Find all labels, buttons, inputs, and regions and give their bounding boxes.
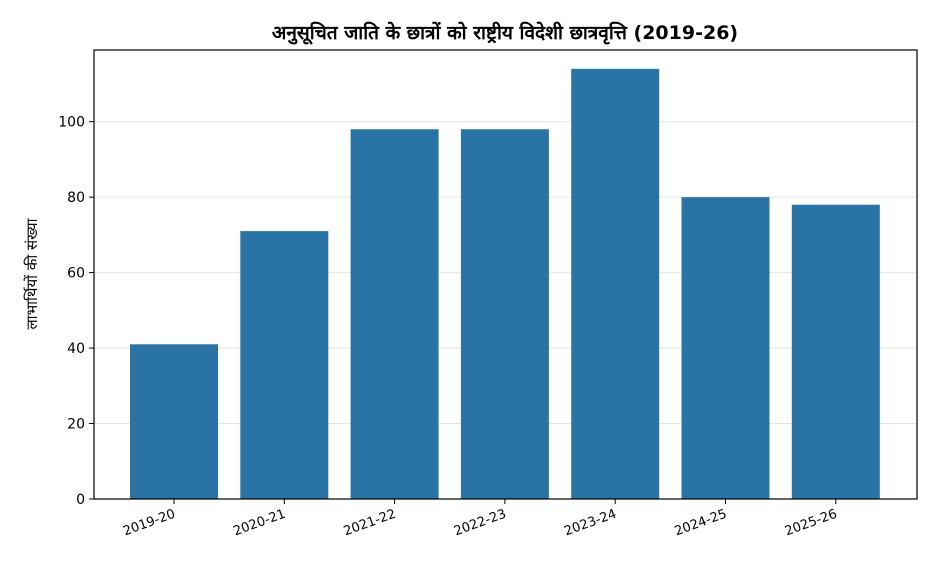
bar-2023-24 [571, 68, 660, 500]
chart-title: अनुसूचित जाति के छात्रों को राष्ट्रीय वि… [272, 21, 738, 45]
x-tick-label: 2024-25 [673, 507, 729, 540]
y-tick-label: 80 [67, 190, 85, 206]
bar-2022-23 [460, 129, 549, 499]
x-tick-label: 2021-22 [342, 507, 398, 540]
bars [130, 68, 880, 500]
plot-frame [93, 49, 918, 500]
x-tick-label: 2022-23 [452, 507, 508, 540]
bar-2025-26 [791, 204, 880, 499]
bar-2020-21 [240, 231, 329, 499]
y-tick-label: 0 [76, 492, 85, 508]
y-tick-label: 40 [67, 341, 85, 357]
x-tick-label: 2023-24 [562, 507, 618, 540]
x-tick-label: 2025-26 [783, 507, 839, 540]
bar-2019-20 [130, 344, 218, 499]
x-tick-label: 2019-20 [121, 507, 177, 540]
y-tick-label: 100 [58, 115, 85, 131]
x-tick-label: 2020-21 [231, 507, 287, 540]
y-axis-label: लाभार्थियों की संख्या [23, 217, 41, 329]
y-tick-label: 20 [67, 417, 85, 433]
bar-2021-22 [350, 129, 439, 499]
y-axis-ticks: 0 20 40 60 80 100 [58, 115, 94, 508]
bar-2024-25 [681, 197, 770, 500]
y-tick-label: 60 [67, 266, 85, 282]
x-axis-ticks: 2019-20 2020-21 2021-22 2022-23 2023-24 2024-… [121, 499, 839, 539]
